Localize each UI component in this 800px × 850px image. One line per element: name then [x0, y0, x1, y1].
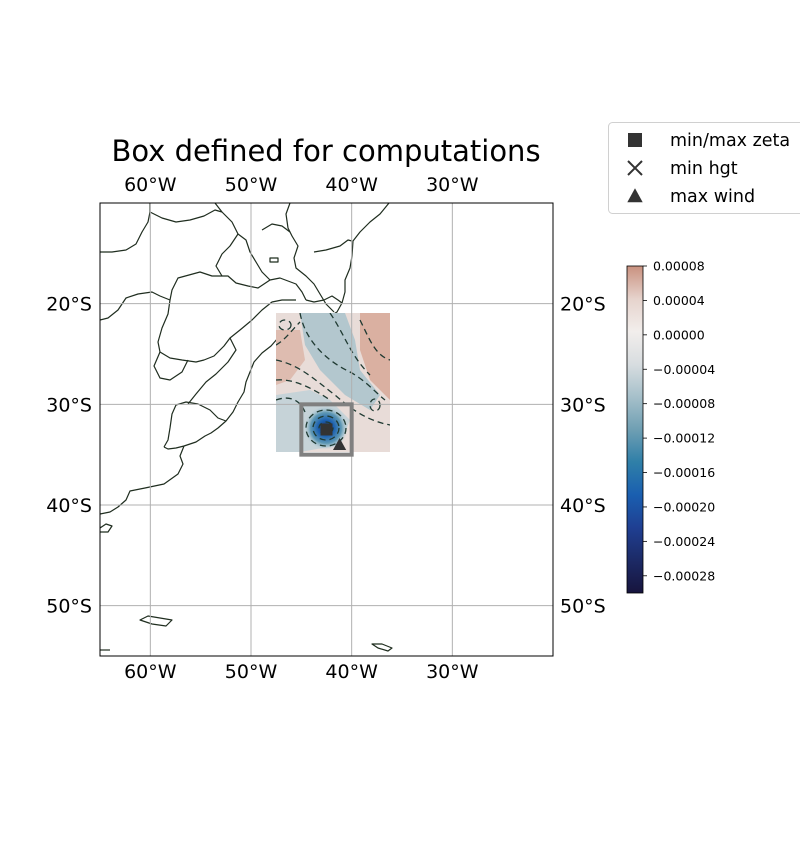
lat-label-left: 40°S [46, 495, 92, 517]
contour-ring [369, 398, 381, 412]
legend-symbol-triangle [627, 188, 643, 203]
border-3 [157, 299, 296, 363]
border-10 [305, 295, 343, 304]
border-8 [285, 203, 335, 313]
lon-label-bottom: 30°W [426, 661, 479, 683]
field-positive-region-2 [276, 330, 305, 385]
border-11 [215, 233, 239, 277]
colorbar-tick-label: −0.00012 [653, 431, 715, 446]
lon-label-top: 50°W [225, 174, 278, 196]
border-2 [100, 203, 151, 253]
marker-triangle [332, 438, 347, 450]
gridlines [100, 203, 553, 656]
lat-label-right: 30°S [560, 394, 606, 416]
contour-line [276, 321, 301, 346]
colorbar-tick-label: 0.00004 [653, 293, 705, 308]
chart-title: Box defined for computations [111, 134, 540, 168]
lat-label-right: 20°S [560, 294, 606, 316]
legend-label: max wind [670, 187, 755, 207]
map-panel [99, 202, 554, 657]
south-america-coastline [100, 203, 390, 515]
contour-line [276, 359, 390, 426]
contour-ring [312, 415, 340, 441]
colorbar-tick-label: −0.00016 [653, 465, 715, 480]
latitude-labels: 20°S 20°S 30°S 30°S 40°S 40°S 50°S 50°S [46, 294, 606, 618]
lat-label-left: 20°S [46, 294, 92, 316]
colorbar-tick-label: −0.00008 [653, 396, 715, 411]
field-positive-region [360, 313, 390, 400]
contour-line [299, 313, 386, 401]
border-7 [149, 209, 223, 223]
falkland-islands [139, 615, 173, 627]
lat-label-right: 50°S [560, 596, 606, 618]
lon-label-bottom: 50°W [225, 661, 278, 683]
contour-ring [305, 409, 347, 447]
colorbar-ticks: 0.00008 0.00004 0.00000 −0.00004 −0.00008 −0.… [643, 259, 715, 583]
coastlines-and-borders [100, 203, 393, 652]
lon-label-bottom: 40°W [325, 661, 378, 683]
legend-items: min/max zeta min hgt max wind [627, 131, 790, 207]
contour-line [359, 319, 390, 361]
vorticity-field [276, 313, 390, 452]
colorbar-bar [626, 265, 644, 594]
lat-label-left: 30°S [46, 394, 92, 416]
lon-label-bottom: 60°W [124, 661, 177, 683]
longitude-labels: 60°W 60°W 50°W 50°W 40°W 40°W 30°W 30°W [124, 174, 479, 683]
legend-box [608, 122, 800, 214]
colorbar-tick-label: −0.00020 [653, 499, 715, 514]
computation-box [299, 402, 354, 457]
border-14 [100, 523, 113, 533]
colorbar-tick-label: −0.00028 [653, 568, 715, 583]
border-12 [269, 257, 279, 263]
south-georgia [371, 643, 393, 652]
lon-label-top: 60°W [124, 174, 177, 196]
lon-label-top: 40°W [325, 174, 378, 196]
legend-symbol-x [627, 160, 643, 176]
markers [320, 423, 347, 450]
contour-ring [278, 319, 292, 331]
lon-label-top: 30°W [426, 174, 479, 196]
marker-square [320, 423, 333, 436]
legend-label: min/max zeta [670, 131, 790, 151]
lat-label-right: 40°S [560, 495, 606, 517]
border-5 [187, 337, 237, 405]
border-9 [261, 223, 291, 233]
legend-label: min hgt [670, 159, 738, 179]
contour-lines [276, 313, 390, 447]
contour-line [276, 397, 306, 413]
colorbar: 0.00008 0.00004 0.00000 −0.00004 −0.00008 −0.… [626, 259, 715, 594]
border-1 [100, 271, 307, 321]
field-negative-band [300, 313, 380, 410]
border-13 [313, 239, 353, 253]
contour-line [276, 379, 331, 401]
colorbar-tick-label: −0.00024 [653, 534, 715, 549]
colorbar-tick-label: 0.00008 [653, 259, 705, 274]
legend-symbol-square [628, 133, 642, 147]
legend: min/max zeta min hgt max wind [608, 122, 800, 214]
colorbar-tick-label: −0.00004 [653, 362, 715, 377]
border-4 [153, 351, 189, 381]
lat-label-left: 50°S [46, 596, 92, 618]
map-frame [99, 202, 554, 657]
border-6 [214, 203, 271, 281]
rio-de-la-plata [163, 401, 227, 448]
colorbar-tick-label: 0.00000 [653, 327, 705, 342]
